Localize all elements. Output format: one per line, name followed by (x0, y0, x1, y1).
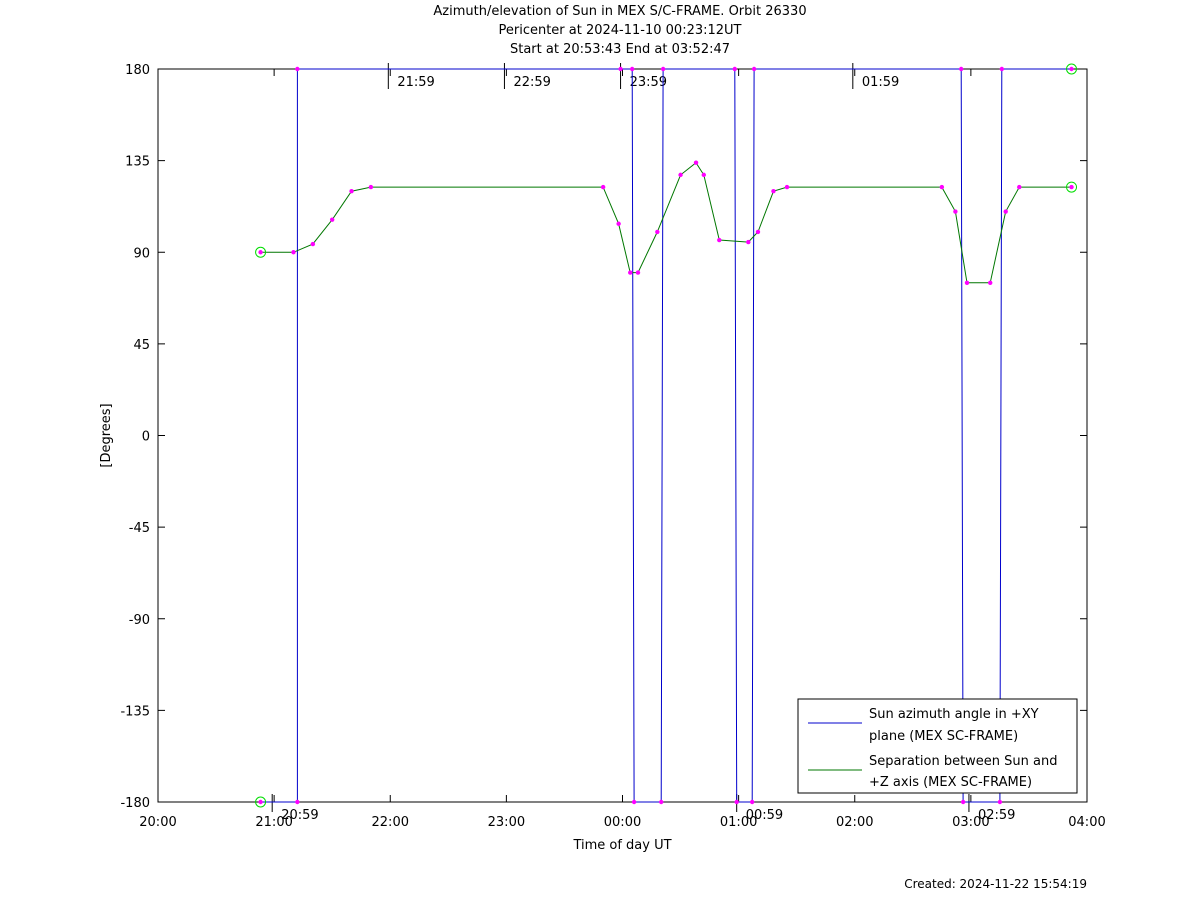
data-point-marker (751, 66, 757, 72)
legend-label-1-cont: plane (MEX SC-FRAME) (869, 729, 1018, 744)
series-line-2 (260, 161, 1072, 284)
data-point-marker (349, 188, 354, 194)
y-tick-label: 45 (133, 338, 150, 353)
axes-layer: 20:00 21:00 22:00 23:00 00:00 01:00 02:00 03:00… (99, 63, 1106, 853)
legend-box (797, 698, 1078, 794)
series-layer (260, 68, 1072, 803)
data-point-marker (732, 66, 737, 72)
data-point-marker (717, 237, 722, 243)
data-point-marker (295, 799, 300, 805)
bottom-annotation-label: 02:59 (978, 808, 1015, 823)
data-point-marker (958, 66, 964, 72)
data-point-marker (258, 250, 263, 255)
x-tick-label: 22:00 (372, 815, 409, 830)
data-point-marker (368, 184, 374, 190)
x-tick-label: 01:00 (720, 815, 757, 830)
data-point-marker (701, 172, 706, 178)
data-point-marker (295, 66, 300, 72)
legend-label-1: Sun azimuth angle in +XY (869, 707, 1039, 722)
top-annotation-label: 22:59 (513, 75, 550, 90)
x-tick-label: 21:00 (255, 815, 292, 830)
data-point-marker (988, 280, 993, 285)
legend-label-2-cont: +Z axis (MEX SC-FRAME) (869, 775, 1032, 790)
x-tick-label: 23:00 (488, 815, 525, 830)
data-point-marker (1069, 184, 1074, 190)
data-point-marker (629, 66, 635, 72)
data-point-marker (258, 799, 263, 805)
bottom-annotation-label: 20:59 (281, 808, 318, 823)
created-timestamp: Created: 2024-11-22 15:54:19 (904, 877, 1087, 891)
data-point-marker (618, 66, 623, 72)
legend-label-2: Separation between Sun and (869, 754, 1057, 769)
data-point-marker (631, 799, 637, 805)
data-point-marker (291, 250, 296, 255)
data-point-marker (1017, 184, 1022, 190)
data-point-marker (734, 799, 739, 805)
y-tick-label: 180 (125, 63, 150, 78)
data-point-marker (939, 184, 945, 190)
data-point-marker (960, 799, 966, 805)
chart-subtitle-pericenter: Pericenter at 2024-11-10 00:23:12UT (498, 23, 742, 38)
data-point-marker (628, 270, 633, 275)
top-annotation-label: 21:59 (397, 75, 434, 90)
data-point-marker (616, 221, 621, 226)
y-tick-label: -180 (120, 796, 150, 811)
data-point-marker (997, 799, 1003, 805)
data-point-marker (693, 160, 699, 165)
x-tick-label: 00:00 (604, 815, 641, 830)
data-point-marker (749, 799, 755, 805)
data-point-marker (755, 229, 761, 235)
x-tick-label: 20:00 (139, 815, 176, 830)
y-tick-label: 135 (125, 155, 150, 170)
end-marker (1066, 63, 1078, 75)
marker-layer (255, 63, 1078, 808)
top-annotation-label: 23:59 (630, 75, 667, 90)
data-point-marker (635, 270, 641, 275)
legend: Sun azimuth angle in +XY plane (MEX SC-FR… (797, 698, 1078, 794)
y-tick-label: -90 (129, 613, 150, 628)
data-point-marker (655, 229, 660, 235)
data-point-marker (784, 184, 790, 190)
x-axis-label: Time of day UT (572, 838, 671, 853)
y-axis-label: [Degrees] (99, 403, 114, 467)
data-point-marker (953, 209, 958, 214)
end-marker (1066, 181, 1078, 193)
chart-title: Azimuth/elevation of Sun in MEX S/C-FRAM… (433, 4, 807, 19)
y-tick-label: -135 (120, 704, 150, 719)
data-point-marker (659, 799, 664, 805)
data-point-marker (999, 66, 1005, 72)
top-annotation-label: 01:59 (862, 75, 899, 90)
data-point-marker (746, 239, 751, 245)
data-point-marker (964, 280, 970, 285)
data-point-marker (771, 188, 776, 194)
y-tick-label: 90 (133, 246, 150, 261)
y-tick-label: -45 (129, 521, 150, 536)
data-point-marker (310, 241, 316, 247)
chart-subtitle-start-end: Start at 20:53:43 End at 03:52:47 (509, 42, 731, 57)
data-point-marker (1003, 209, 1008, 214)
start-marker (255, 246, 267, 258)
x-tick-label: 03:00 (952, 815, 989, 830)
y-tick-label: 0 (142, 430, 150, 445)
bottom-annotation-label: 00:59 (746, 808, 783, 823)
data-point-marker (1069, 66, 1074, 72)
data-point-marker (600, 184, 606, 190)
x-tick-label: 02:00 (836, 815, 873, 830)
x-tick-label: 04:00 (1068, 815, 1105, 830)
series-line-1 (260, 68, 1072, 803)
data-point-marker (660, 66, 666, 72)
start-marker (255, 796, 267, 808)
data-point-marker (678, 172, 683, 178)
data-point-marker (329, 217, 335, 222)
